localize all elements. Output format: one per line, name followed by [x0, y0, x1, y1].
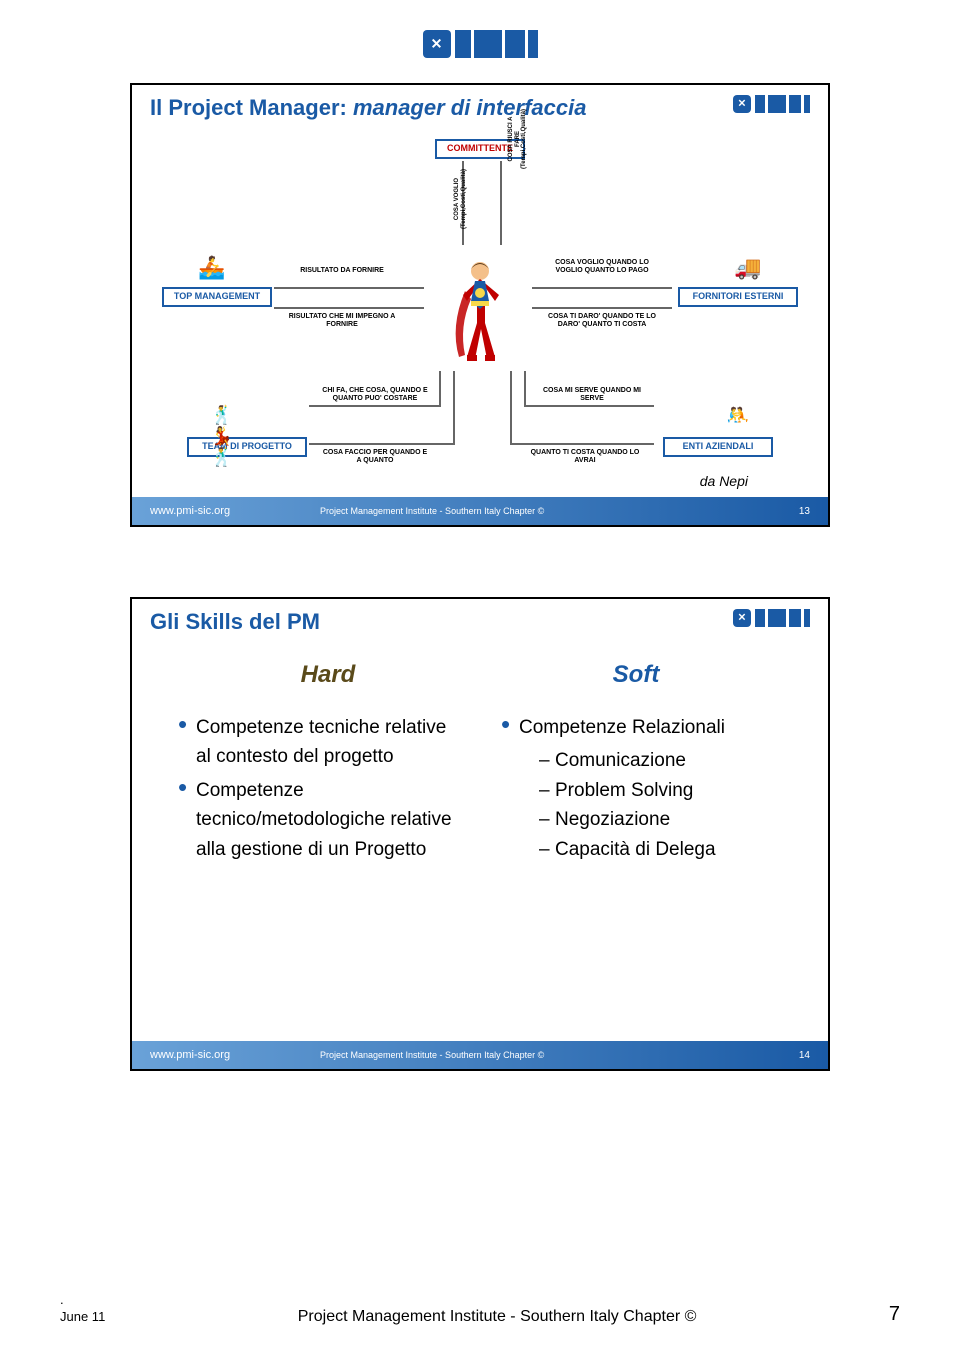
slide2-logo	[733, 609, 810, 627]
label-bldown: COSA FACCIO PER QUANDO E A QUANTO	[320, 449, 430, 464]
slide1-title-prefix: Il Project Manager:	[150, 95, 353, 120]
soft-head: Competenze Relazionali Comunicazione Pro…	[501, 713, 788, 864]
hard-item-1: Competenze tecniche relative al contesto…	[178, 713, 465, 772]
slide1-diagram: COMMITTENTE COSA VOGLIO (Tempi,Costi,Qua…	[132, 127, 828, 497]
slide-1: Il Project Manager: manager di interfacc…	[130, 83, 830, 527]
label-brup: COSA MI SERVE QUANDO MI SERVE	[537, 387, 647, 402]
footer-pagenum: 13	[799, 506, 810, 517]
hard-soft-row: Hard Soft	[172, 661, 788, 689]
page-top-logo	[60, 30, 900, 63]
slide1-header: Il Project Manager: manager di interfacc…	[132, 85, 828, 127]
soft-sub-4: Capacità di Delega	[539, 835, 788, 864]
pmi-bars-icon	[455, 30, 538, 58]
soft-sub-3: Negoziazione	[539, 805, 788, 834]
slide2-footer: www.pmi-sic.org Project Management Insti…	[132, 1041, 828, 1069]
arrow	[510, 443, 654, 445]
label-hard: Hard	[301, 661, 356, 689]
label-soft: Soft	[613, 661, 660, 689]
arrow	[500, 161, 502, 245]
globe-icon	[423, 30, 451, 58]
footer-credit: Project Management Institute - Southern …	[320, 506, 544, 516]
footer-dot: .	[60, 1292, 105, 1309]
label-leftup: RISULTATO DA FORNIRE	[287, 267, 397, 275]
label-brdown: QUANTO TI COSTA QUANDO LO AVRAI	[530, 449, 640, 464]
footer-date: June 11	[60, 1309, 105, 1326]
globe-icon	[733, 609, 751, 627]
footer-url: www.pmi-sic.org	[150, 505, 260, 517]
slide2-body: Hard Soft Competenze tecniche relative a…	[132, 641, 828, 1041]
truck-icon: 🚚	[728, 255, 768, 285]
arrow	[274, 307, 424, 309]
team-icon: 🕺💃🕺	[202, 405, 242, 435]
page-footer: . June 11 Project Management Institute -…	[60, 1292, 900, 1326]
footer-url: www.pmi-sic.org	[150, 1049, 260, 1061]
arrow	[524, 371, 526, 407]
slide2-title: Gli Skills del PM	[150, 609, 320, 635]
pmi-bars-icon	[755, 95, 810, 113]
arrow	[532, 307, 672, 309]
arrow	[532, 287, 672, 289]
page-footer-pagenum: 7	[889, 1303, 900, 1326]
box-fornitori: FORNITORI ESTERNI	[678, 287, 798, 307]
arrow	[510, 371, 512, 445]
col-hard: Competenze tecniche relative al contesto…	[172, 713, 465, 868]
box-team: TEAM DI PROGETTO	[187, 437, 307, 457]
col-soft: Competenze Relazionali Comunicazione Pro…	[495, 713, 788, 868]
footer-credit: Project Management Institute - Southern …	[320, 1050, 544, 1060]
hard-item-2: Competenze tecnico/metodologiche relativ…	[178, 776, 465, 864]
soft-head-text: Competenze Relazionali	[519, 717, 725, 738]
page-footer-center: Project Management Institute - Southern …	[105, 1308, 889, 1326]
pm-superhero-icon	[445, 257, 515, 367]
label-blup: CHI FA, CHE COSA, QUANDO E QUANTO PUO' C…	[320, 387, 430, 402]
label-topright: COSA RIUSCI A FARE (Tempi,Costi,Qualità)	[508, 109, 528, 169]
columns: Competenze tecniche relative al contesto…	[172, 713, 788, 868]
slide2-header: Gli Skills del PM	[132, 599, 828, 641]
slide1-title-italic: manager di interfaccia	[353, 95, 587, 120]
pmi-logo	[423, 30, 538, 58]
label-rightup: COSA VOGLIO QUANDO LO VOGLIO QUANTO LO P…	[547, 259, 657, 274]
box-topmgmt: TOP MANAGEMENT	[162, 287, 272, 307]
arrow	[274, 287, 424, 289]
label-leftdown: RISULTATO CHE MI IMPEGNO A FORNIRE	[287, 313, 397, 328]
slide1-logo	[733, 95, 810, 113]
globe-icon	[733, 95, 751, 113]
pmi-bars-icon	[755, 609, 810, 627]
footer-pagenum: 14	[799, 1050, 810, 1061]
tug-icon: 🤼	[718, 405, 758, 435]
soft-sub-2: Problem Solving	[539, 776, 788, 805]
credit-nepi: da Nepi	[700, 473, 748, 489]
arrow	[453, 371, 455, 445]
box-enti: ENTI AZIENDALI	[663, 437, 773, 457]
label-rightdown: COSA TI DARO' QUANDO TE LO DARO' QUANTO …	[547, 313, 657, 328]
soft-sub-1: Comunicazione	[539, 746, 788, 775]
arrow	[524, 405, 654, 407]
arrow	[309, 405, 439, 407]
arrow	[439, 371, 441, 407]
arrow	[309, 443, 453, 445]
label-topleft: COSA VOGLIO (Tempi,Costi,Qualità)	[454, 169, 467, 229]
slide1-footer: www.pmi-sic.org Project Management Insti…	[132, 497, 828, 525]
page-footer-left: . June 11	[60, 1292, 105, 1326]
slide-2: Gli Skills del PM Hard Soft Competenze t…	[130, 597, 830, 1071]
rower-icon: 🚣	[192, 255, 232, 285]
